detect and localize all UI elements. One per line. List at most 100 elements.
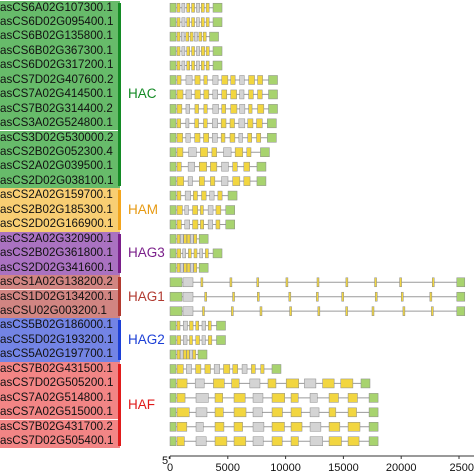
exon-box [374,277,377,288]
exon-box [176,2,181,13]
exon-box [233,407,247,418]
domain-box [182,306,194,316]
domain-box [186,364,192,374]
exon-box [271,436,283,446]
exon-box [194,104,199,114]
exon-box [217,190,223,201]
utr-box [271,364,282,374]
utr-box [227,190,238,201]
exon-box [221,75,229,85]
axis-tick-label: 15000 [328,462,359,474]
exon-box [328,407,337,418]
subfamily-label: HAM [128,202,158,218]
domain-box [184,190,191,201]
exon-box [191,60,195,71]
exon-box [347,436,360,446]
domain-box [185,89,192,100]
exon-box [214,393,223,403]
exon-box [232,291,235,302]
exon-box [231,378,240,389]
utr-box [169,133,177,143]
exon-box [202,31,207,42]
domain-box [252,407,263,418]
exon-box [176,393,186,403]
utr-box [225,219,235,230]
exon-box [176,248,181,259]
exon-box [257,89,263,100]
exon-box [186,46,190,56]
exon-box [199,176,205,186]
domain-box [309,393,318,403]
gene-label: asCS5B02G186000.1 [0,318,120,333]
domain-box [181,2,186,13]
utr-box [267,133,277,143]
exon-box [186,234,191,244]
exon-box [176,190,182,201]
domain-box [185,104,190,114]
utr-box [260,147,270,157]
utr-box [169,436,177,446]
exon-box [400,291,404,302]
gene-model [169,219,235,230]
exon-box [229,133,236,143]
axis-tick-label: 5000 [216,462,240,474]
utr-box [169,46,177,56]
exon-box [347,422,361,432]
domain-box [195,407,208,418]
exon-box [183,234,187,244]
exon-box [210,161,218,172]
gene-label: asCS2B02G185300.1 [0,202,120,218]
exon-box [248,75,255,85]
gene-label: asCS5D02G193200.1 [0,332,120,348]
domain-box [213,364,220,374]
exon-box [203,89,210,100]
exon-box [176,89,184,100]
utr-box [212,2,223,13]
domain-box [190,234,194,244]
exon-box [271,422,285,432]
utr-box [169,320,177,331]
exon-box [205,46,210,56]
exon-box [192,349,197,360]
exon-box [220,118,227,129]
exon-box [374,291,378,302]
exon-box [186,17,190,27]
exon-box [260,364,265,374]
gene-label: asCS1D02G134200.1 [0,289,120,304]
domain-box [179,349,184,360]
exon-box [233,393,246,403]
exon-box [232,161,238,172]
utr-box [169,422,177,432]
exon-box [431,306,434,316]
utr-box [169,407,177,418]
exon-box [194,118,199,129]
exon-box [186,60,190,71]
gene-model [169,335,226,345]
utr-box [169,161,177,172]
exon-box [193,190,198,201]
utr-box [169,291,183,302]
domain-box [252,436,264,446]
subfamily-bracket [118,320,121,360]
exon-box [192,219,199,230]
exon-box [189,31,194,42]
exon-box [347,393,358,403]
exon-box [221,104,226,114]
domain-box [180,263,184,273]
gene-model [169,205,235,215]
domain-box [223,147,232,157]
exon-box [248,89,254,100]
exon-box [214,407,224,418]
domain-box [182,320,188,331]
exon-box [288,291,292,302]
exon-box [200,277,204,288]
utr-box [456,306,466,316]
gene-label: asCSU02G003200.1 [0,303,120,319]
exon-box [176,422,188,432]
domain-box [196,46,200,56]
exon-box [201,46,205,56]
subfamily-label: HAF [128,397,155,413]
domain-box [239,104,246,114]
exon-box [232,364,238,374]
